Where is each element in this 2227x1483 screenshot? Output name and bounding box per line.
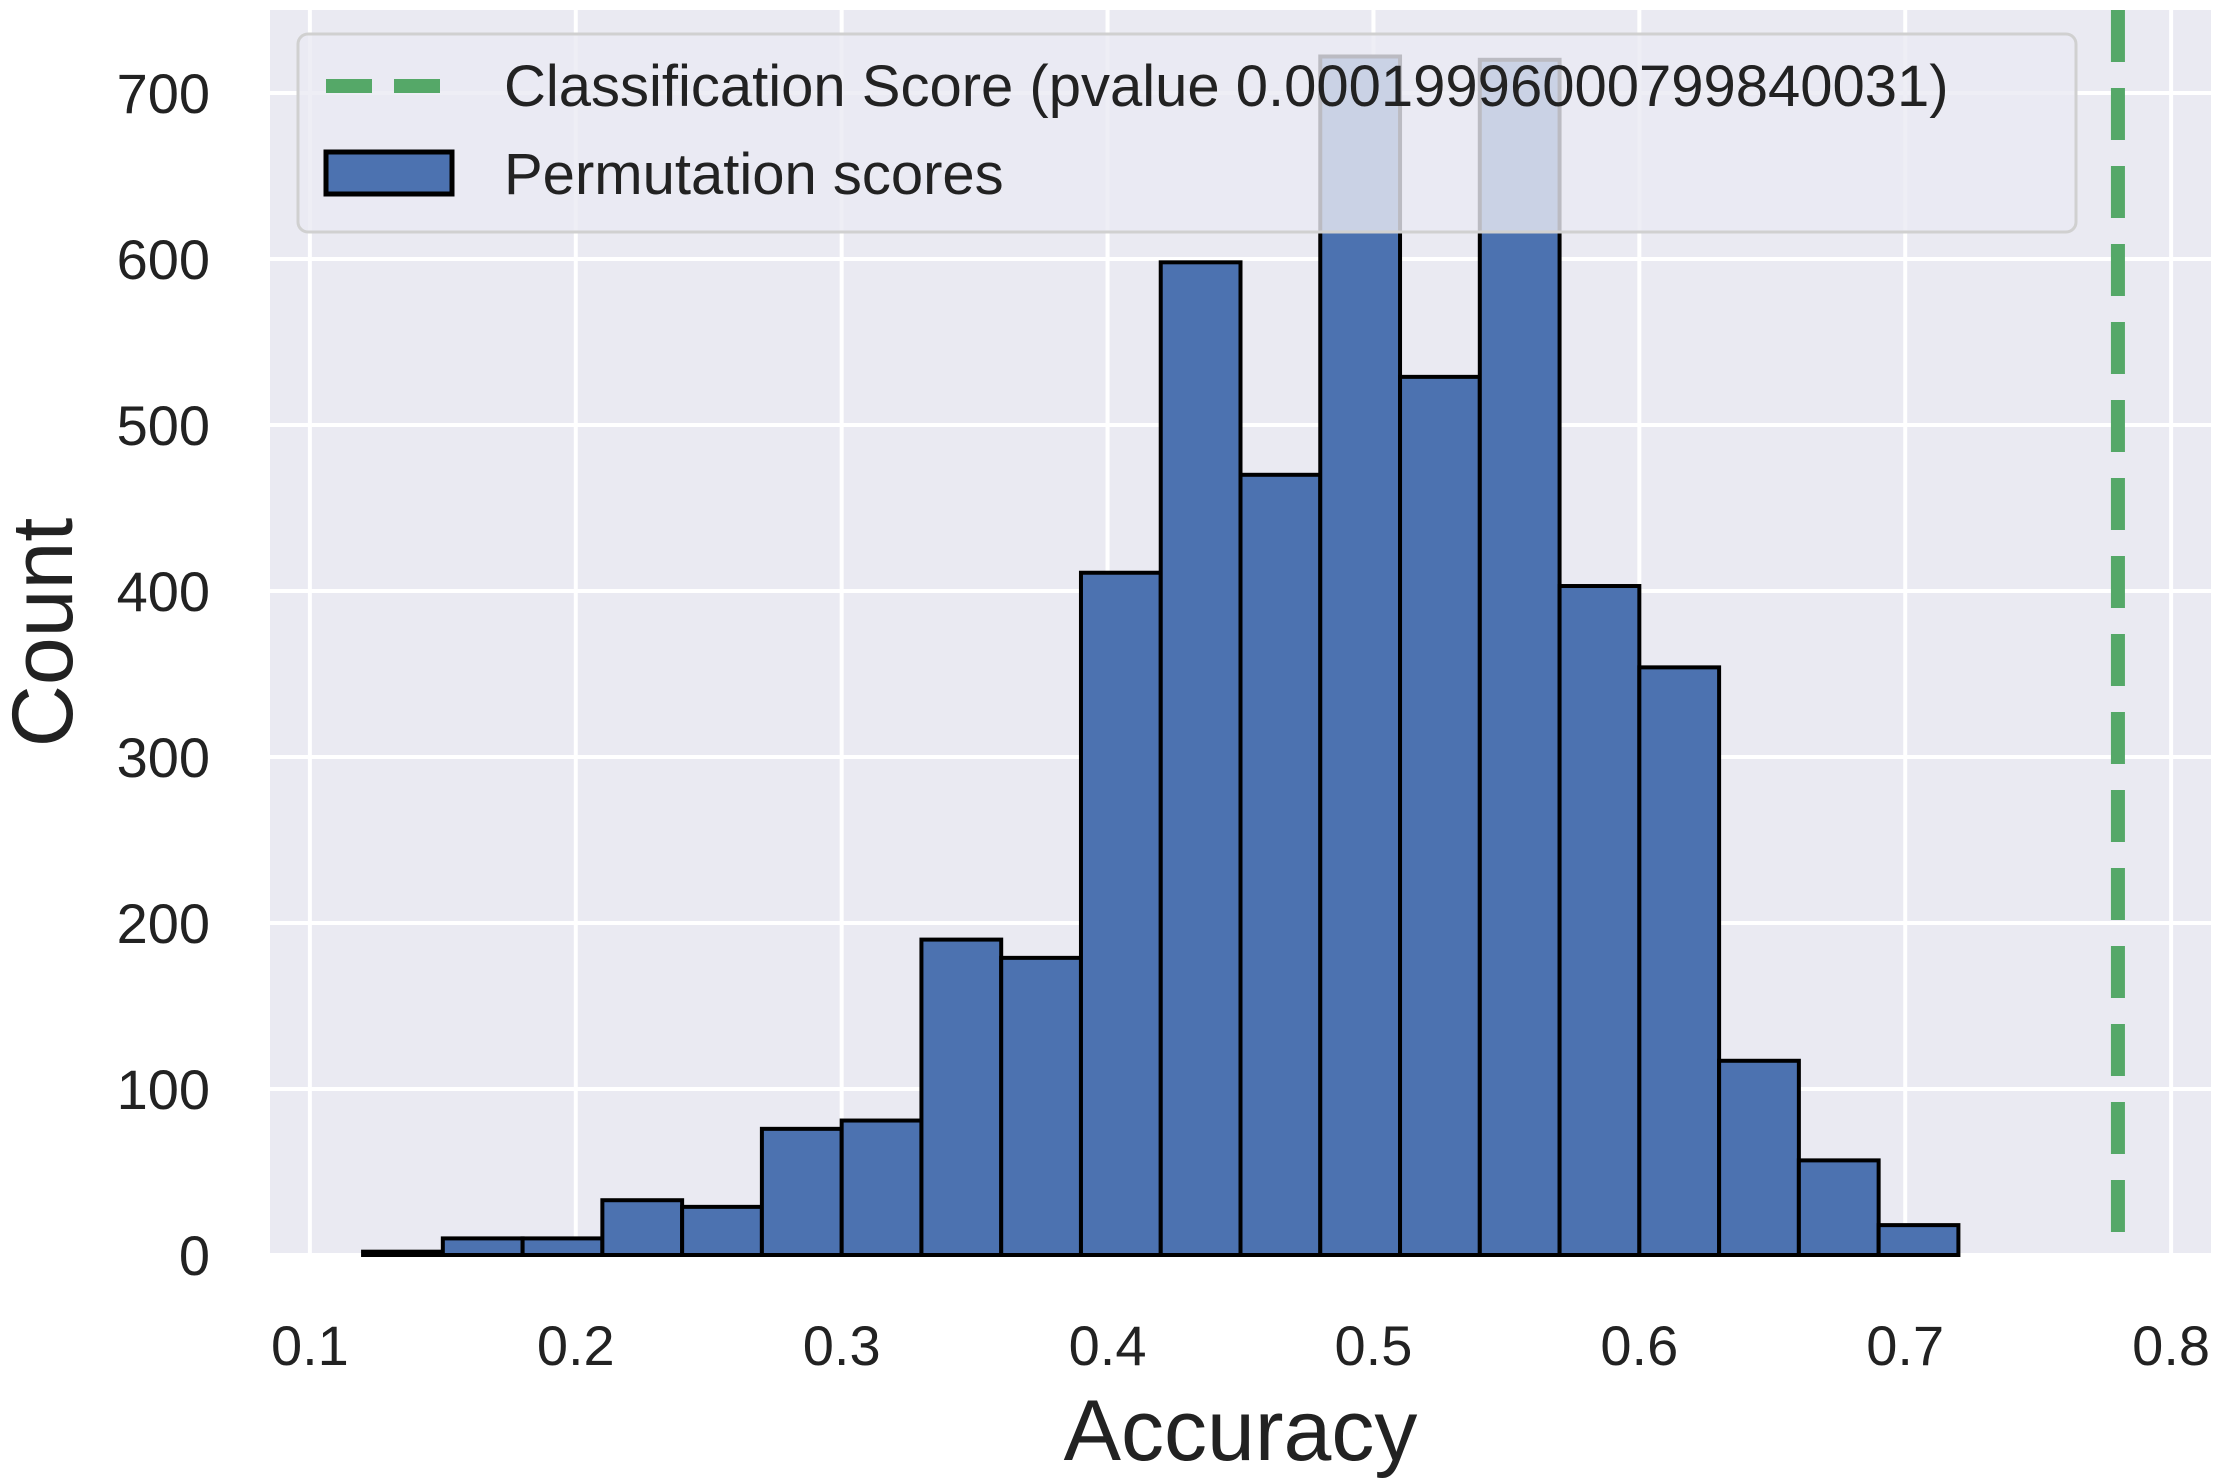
x-tick-label: 0.8 [2132,1314,2210,1377]
histogram-bar [1477,57,1562,1257]
y-tick-label: 0 [179,1224,210,1287]
x-tick-label: 0.7 [1866,1314,1944,1377]
histogram-bar [600,1198,685,1257]
y-tick-label: 200 [117,892,210,955]
histogram-bars [361,54,1961,1258]
y-tick-label: 300 [117,726,210,789]
y-tick-label: 700 [117,62,210,125]
y-tick-label: 600 [117,228,210,291]
histogram-bar [680,1204,764,1257]
histogram-bar [1238,472,1323,1257]
histogram-bar [440,1236,525,1258]
histogram-bar [520,1236,605,1258]
y-tick-label: 100 [117,1058,210,1121]
x-axis-label: Accuracy [1064,1383,1418,1479]
legend-frame [296,32,2078,234]
histogram-bar [919,937,1004,1257]
histogram-bar [1796,1158,1881,1258]
y-axis-label: Count [0,518,91,748]
histogram-bar [1557,584,1642,1257]
histogram-bar [1717,1058,1801,1258]
histogram-bar [1318,54,1403,1258]
histogram-bar [759,1126,844,1257]
x-tick-label: 0.5 [1335,1314,1413,1377]
histogram-bar [839,1118,924,1258]
legend: Classification Score (pvalue 0.000199960… [296,32,2078,234]
y-tick-label: 400 [117,560,210,623]
x-tick-label: 0.3 [803,1314,881,1377]
histogram-bar [1398,374,1482,1257]
histogram-bar [1637,665,1722,1257]
legend-label-classification-score: Classification Score (pvalue 0.000199960… [504,54,1949,119]
legend-bar-swatch [323,149,455,197]
x-tick-label: 0.6 [1600,1314,1678,1377]
x-tick-label: 0.2 [537,1314,615,1377]
histogram-bar [1158,260,1243,1257]
histogram-bar [1078,570,1163,1257]
y-axis-ticks: 0 100 200 300 400 500 600 700 [117,62,210,1287]
x-tick-label: 0.4 [1069,1314,1147,1377]
x-axis-ticks: 0.1 0.2 0.3 0.4 0.5 0.6 0.7 0.8 [271,1314,2210,1377]
histogram-bar [361,1249,445,1258]
y-tick-label: 500 [117,394,210,457]
histogram-bar [999,955,1083,1257]
x-tick-label: 0.1 [271,1314,349,1377]
legend-label-permutation-scores: Permutation scores [504,142,1004,207]
histogram-bar [1876,1223,1961,1257]
